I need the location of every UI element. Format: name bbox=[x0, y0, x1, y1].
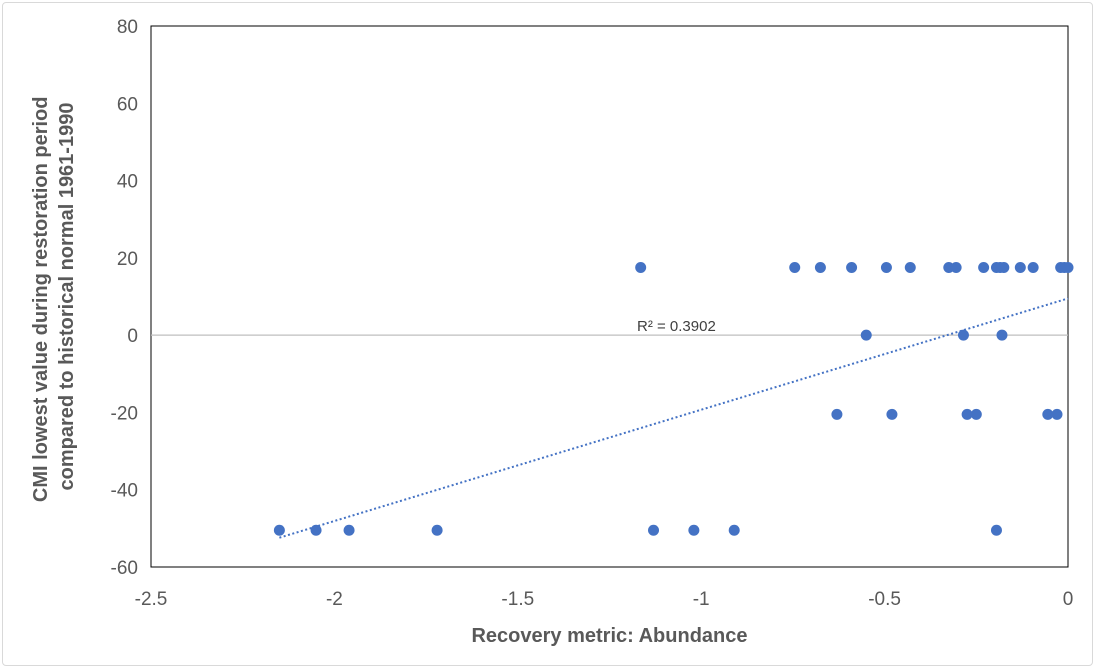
y-axis-title-line-1: CMI lowest value during restoration peri… bbox=[30, 96, 52, 502]
y-tick-label: 60 bbox=[117, 94, 138, 115]
y-axis-title: CMI lowest value during restoration peri… bbox=[30, 91, 78, 502]
data-point bbox=[431, 524, 443, 536]
data-point bbox=[728, 524, 740, 536]
x-tick-label: -2.5 bbox=[135, 589, 168, 610]
data-point bbox=[846, 262, 858, 274]
x-tick-label: 0 bbox=[1063, 589, 1074, 610]
y-tick-label: 0 bbox=[127, 326, 138, 347]
data-point bbox=[310, 524, 322, 536]
data-point bbox=[978, 262, 990, 274]
y-tick-label: -20 bbox=[111, 403, 138, 424]
data-points bbox=[273, 262, 1074, 536]
data-point bbox=[688, 524, 700, 536]
data-point bbox=[789, 262, 801, 274]
x-tick-label: -1.5 bbox=[501, 589, 534, 610]
data-point bbox=[648, 524, 660, 536]
data-point bbox=[635, 262, 647, 274]
data-point bbox=[1042, 408, 1054, 420]
data-point bbox=[1014, 262, 1026, 274]
data-point bbox=[831, 408, 843, 420]
data-point bbox=[343, 524, 355, 536]
data-point bbox=[860, 329, 872, 341]
r-squared-label: R² = 0.3902 bbox=[637, 318, 716, 335]
y-tick-labels: -60 -40 -20 0 20 40 60 80 bbox=[111, 17, 138, 579]
data-point bbox=[990, 524, 1002, 536]
x-axis-title: Recovery metric: Abundance bbox=[471, 625, 747, 647]
data-point bbox=[1027, 262, 1039, 274]
data-point bbox=[273, 524, 285, 536]
y-axis-title-line-2: compared to historical normal 1961-1990 bbox=[56, 103, 78, 491]
y-tick-label: 40 bbox=[117, 172, 138, 193]
data-point bbox=[996, 329, 1008, 341]
data-point bbox=[814, 262, 826, 274]
data-point bbox=[886, 408, 898, 420]
data-point bbox=[904, 262, 916, 274]
y-tick-label: 20 bbox=[117, 249, 138, 270]
x-tick-label: -0.5 bbox=[868, 589, 901, 610]
y-tick-label: 80 bbox=[117, 17, 138, 38]
data-point bbox=[1051, 408, 1063, 420]
data-point bbox=[961, 408, 973, 420]
data-point bbox=[998, 262, 1010, 274]
data-point bbox=[957, 329, 969, 341]
x-tick-label: -2 bbox=[326, 589, 343, 610]
data-point bbox=[970, 408, 982, 420]
x-tick-labels: -2.5 -2 -1.5 -1 -0.5 0 bbox=[135, 589, 1074, 610]
data-point bbox=[1062, 262, 1074, 274]
y-tick-label: -40 bbox=[111, 481, 138, 502]
data-point bbox=[880, 262, 892, 274]
data-point bbox=[950, 262, 962, 274]
x-tick-label: -1 bbox=[693, 589, 710, 610]
y-tick-label: -60 bbox=[111, 558, 138, 579]
plot-area bbox=[150, 25, 1069, 568]
